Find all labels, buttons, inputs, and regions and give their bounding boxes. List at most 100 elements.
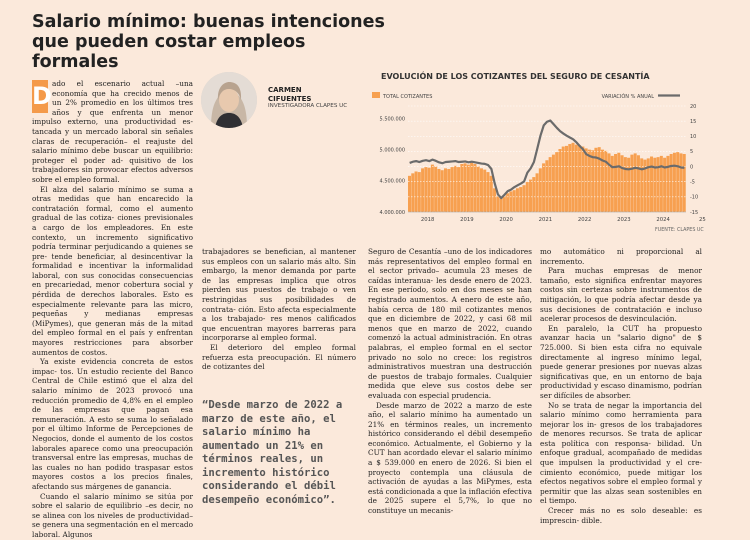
bar	[479, 168, 483, 212]
bar	[496, 196, 500, 212]
article-column-4: mo automático ni proporcional al increme…	[540, 247, 702, 525]
article-paragraph: Crecer más no es solo deseable: es impre…	[540, 506, 702, 525]
article-paragraph: No se trata de negar la importancia del …	[540, 400, 702, 506]
bar	[538, 168, 542, 212]
bar	[522, 185, 526, 212]
x-tick-label: 25	[699, 217, 706, 223]
bar	[408, 175, 412, 212]
bar	[561, 146, 565, 212]
bar	[594, 147, 598, 212]
series-line-variacion	[409, 119, 685, 200]
bar	[558, 149, 562, 212]
bar	[578, 145, 582, 212]
bar	[460, 163, 464, 212]
x-tick-label: 2019	[460, 217, 473, 223]
bar	[656, 157, 660, 212]
bar	[430, 164, 434, 212]
article-paragraph: Cuando el salario mínimo se sitúa por so…	[32, 491, 193, 539]
bar	[610, 155, 614, 212]
x-tick-label: 2023	[617, 217, 630, 223]
bar	[535, 173, 539, 212]
bar	[597, 147, 601, 212]
bar	[555, 152, 559, 212]
headline: Salario mínimo: buenas intenciones que p…	[32, 12, 385, 72]
bar	[623, 157, 627, 212]
bar	[525, 182, 529, 212]
bar	[584, 148, 588, 212]
author-photo	[201, 72, 257, 128]
y-left-tick-label: 4.500.000	[380, 179, 405, 185]
bar	[676, 152, 680, 212]
bar	[466, 164, 470, 212]
bar	[643, 159, 647, 212]
y-right-tick-label: 5	[690, 149, 693, 155]
bar	[614, 154, 618, 212]
article-paragraph: Para muchas empresas de menor tamaño, es…	[540, 266, 702, 324]
bar	[587, 149, 591, 212]
bar	[443, 168, 447, 212]
article-paragraph: Ya existe evidencia concreta de estos im…	[32, 357, 193, 491]
bar	[627, 157, 631, 212]
article-paragraph: Desde marzo de 2022 a marzo de este año,…	[368, 400, 532, 516]
bar	[463, 163, 467, 212]
bar	[483, 169, 487, 212]
y-right-tick-label: 20	[690, 104, 696, 110]
bar	[640, 158, 644, 212]
bar	[414, 171, 418, 212]
bar	[653, 157, 657, 212]
bar	[453, 165, 457, 212]
y-left-tick-label: 5.500.000	[380, 116, 405, 122]
chart-title: EVOLUCIÓN DE LOS COTIZANTES DEL SEGURO D…	[381, 72, 650, 81]
bar	[417, 172, 421, 212]
bar	[532, 177, 536, 212]
bar	[470, 162, 474, 212]
x-tick-label: 2018	[421, 217, 435, 223]
bar	[473, 163, 477, 212]
y-right-tick-label: 0	[690, 164, 693, 170]
bar	[489, 175, 493, 212]
bar	[669, 154, 673, 212]
cotizantes-chart: TOTAL COTIZANTES VARIACIÓN % ANUAL -15 -10 -…	[372, 92, 706, 223]
bar	[424, 167, 428, 212]
x-tick-label: 2020	[499, 217, 513, 223]
chart-source: FUENTE: CLAPES UC	[655, 228, 704, 233]
bar	[427, 167, 431, 212]
x-tick-label: 2022	[578, 217, 591, 223]
bar	[450, 167, 454, 212]
drop-cap: D	[32, 80, 52, 113]
legend-label-bars: TOTAL COTIZANTES	[382, 94, 432, 100]
bar	[630, 154, 634, 212]
bar	[486, 172, 490, 212]
y-right-tick-label: -10	[690, 195, 698, 201]
article-column-2: trabajadores se benefician, al mantener …	[202, 247, 356, 372]
bar	[548, 157, 552, 212]
bar	[551, 154, 555, 212]
bar	[571, 142, 575, 212]
y-right-tick-label: 15	[690, 119, 696, 125]
bar	[493, 188, 497, 212]
bar	[650, 156, 654, 212]
bar	[666, 155, 670, 212]
article-paragraph: El deterioro del empleo formal refuerza …	[202, 342, 356, 372]
bar	[564, 145, 568, 212]
article-paragraph: En paralelo, la CUT ha propuesto avanzar…	[540, 323, 702, 400]
bar	[457, 167, 461, 212]
bar	[434, 166, 438, 212]
y-right-tick-label: 10	[690, 134, 696, 140]
bar	[476, 166, 480, 212]
bar	[646, 158, 650, 212]
bar	[663, 157, 667, 212]
bar	[604, 150, 608, 212]
bar	[411, 173, 415, 212]
bar	[440, 170, 444, 212]
bar	[506, 193, 510, 212]
bar	[421, 168, 425, 212]
bar	[545, 160, 549, 212]
bar	[607, 153, 611, 212]
author-name: CARMEN CIFUENTES	[268, 86, 312, 103]
x-tick-label: 2024	[656, 217, 670, 223]
bar	[529, 179, 533, 212]
bar	[568, 144, 572, 212]
